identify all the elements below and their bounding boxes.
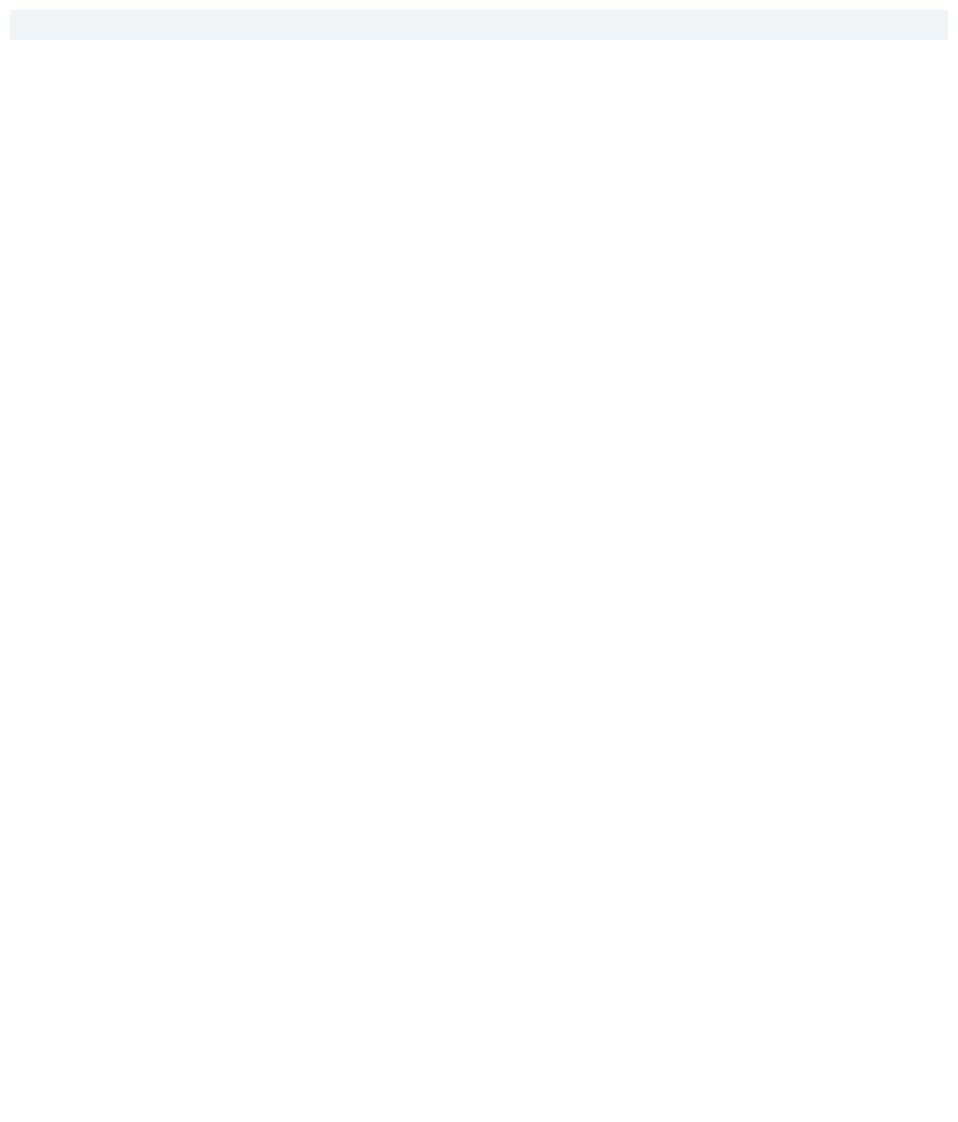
title-bar bbox=[10, 10, 948, 40]
performance-chart bbox=[20, 60, 940, 1020]
chart-container bbox=[20, 60, 940, 1020]
